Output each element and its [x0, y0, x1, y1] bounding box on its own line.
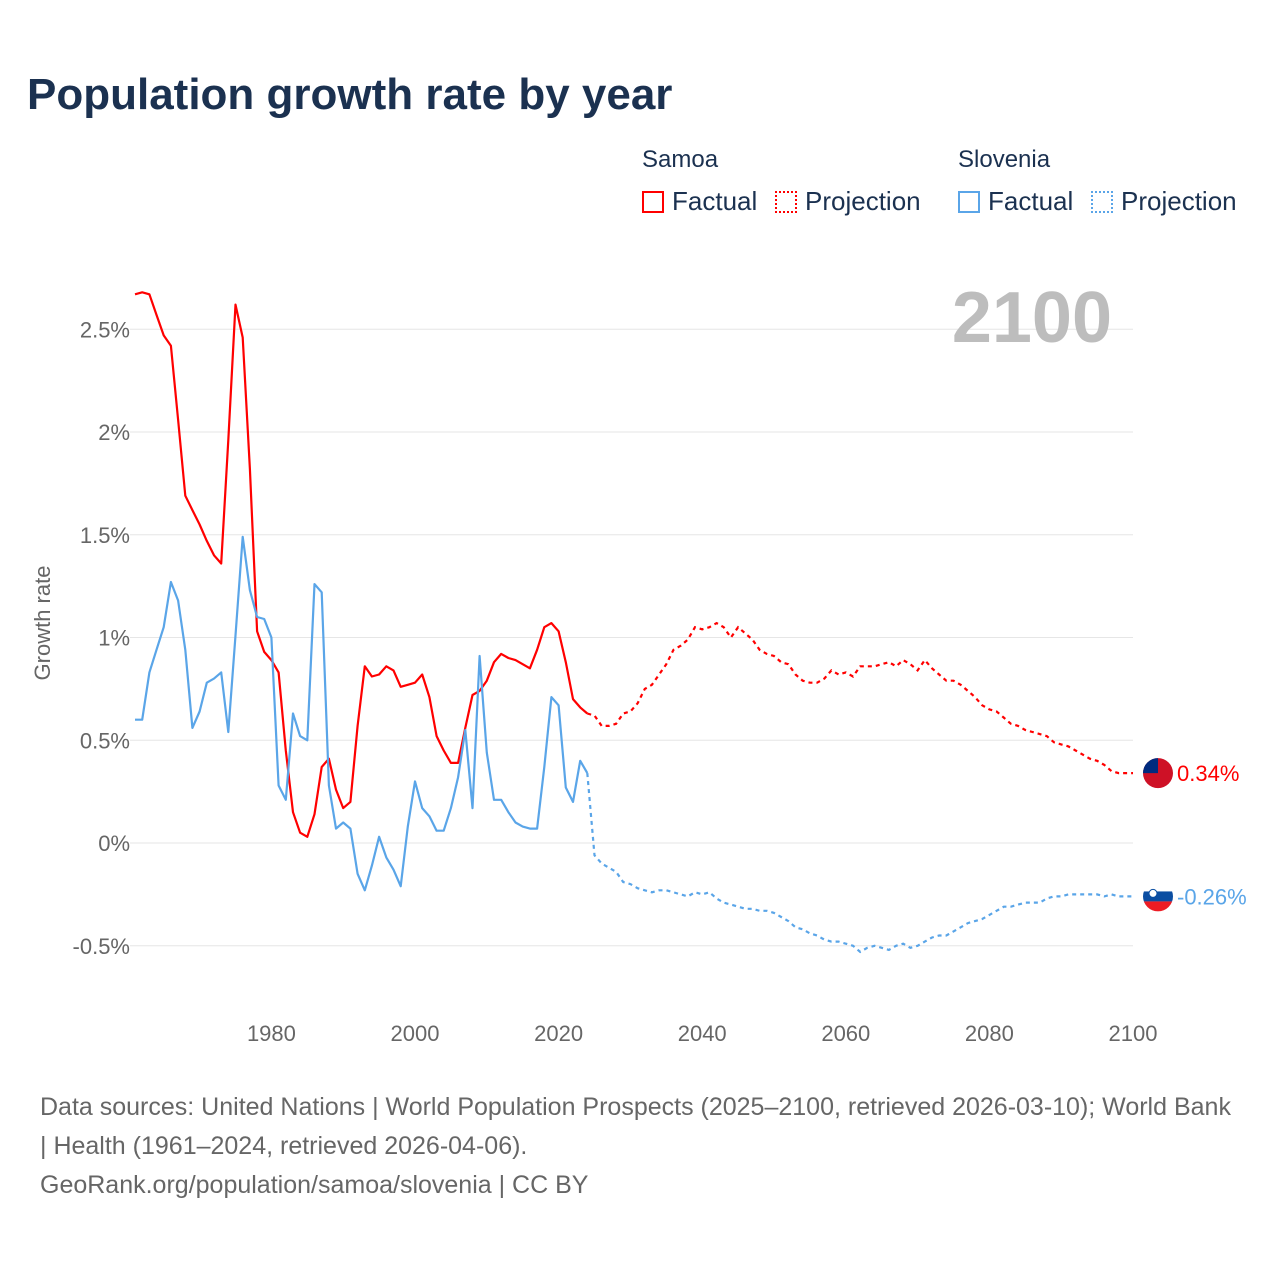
y-tick-label: 1%	[98, 626, 130, 651]
legend-swatch-solid	[958, 190, 980, 213]
samoa-projection-line	[586, 621, 1133, 775]
attribution-link[interactable]: GeoRank.org/population/samoa/slovenia | …	[40, 1171, 589, 1199]
samoa-factual-line	[134, 291, 589, 838]
x-tick-label: 2080	[965, 1021, 1014, 1046]
legend-swatch-dotted	[775, 190, 797, 213]
flag-emblem	[1148, 888, 1158, 898]
year-display: 2100	[952, 278, 1112, 358]
legend-label: Projection	[805, 186, 921, 216]
samoa-end-label: 0.34%	[1177, 761, 1239, 786]
line-chart: -0.5% 0% 0.5% 1% 1.5% 2% 2.5% 1980 2000 2020 2040 2…	[30, 278, 1247, 1046]
slovenia-projection-line	[586, 773, 1133, 954]
samoa-flag-icon	[1143, 758, 1173, 789]
footer: Data sources: United Nations | World Pop…	[40, 1088, 1240, 1205]
data-sources: Data sources: United Nations | World Pop…	[40, 1093, 1231, 1160]
flag-canton	[1143, 758, 1158, 774]
slovenia-factual-line	[135, 535, 589, 892]
legend-swatch-dotted	[1091, 190, 1113, 213]
y-tick-label: 1.5%	[80, 523, 130, 548]
x-tick-label: 2100	[1109, 1021, 1158, 1046]
legend-slovenia-factual[interactable]: Factual	[958, 186, 1073, 217]
legend-label: Factual	[672, 186, 758, 216]
chart-title: Population growth rate by year	[27, 70, 673, 119]
legend-slovenia-projection[interactable]: Projection	[1091, 186, 1237, 217]
x-tick-label: 2020	[534, 1021, 583, 1046]
x-tick-label: 2000	[391, 1021, 440, 1046]
flag-stripe-blue	[1143, 891, 1173, 902]
legend-label: Projection	[1121, 186, 1237, 216]
y-tick-label: 0%	[98, 831, 130, 856]
slovenia-end-label: -0.26%	[1177, 884, 1247, 909]
x-tick-label: 1980	[247, 1021, 296, 1046]
legend-group-slovenia: Slovenia	[958, 146, 1051, 173]
legend-samoa-projection[interactable]: Projection	[775, 186, 921, 217]
y-tick-label: 2%	[98, 420, 130, 445]
x-tick-label: 2060	[821, 1021, 870, 1046]
x-tick-label: 2040	[678, 1021, 727, 1046]
y-tick-label: 2.5%	[80, 317, 130, 342]
y-axis-label: Growth rate	[30, 566, 55, 681]
legend-label: Factual	[988, 186, 1074, 216]
slovenia-flag-icon	[1143, 881, 1173, 912]
legend-group-samoa: Samoa	[642, 146, 719, 173]
flag-stripe-white	[1143, 881, 1173, 892]
y-tick-label: -0.5%	[73, 934, 130, 959]
y-tick-label: 0.5%	[80, 728, 130, 753]
legend-samoa-factual[interactable]: Factual	[642, 186, 757, 217]
legend-swatch-solid	[642, 190, 664, 213]
flag-stripe-red	[1143, 901, 1173, 912]
